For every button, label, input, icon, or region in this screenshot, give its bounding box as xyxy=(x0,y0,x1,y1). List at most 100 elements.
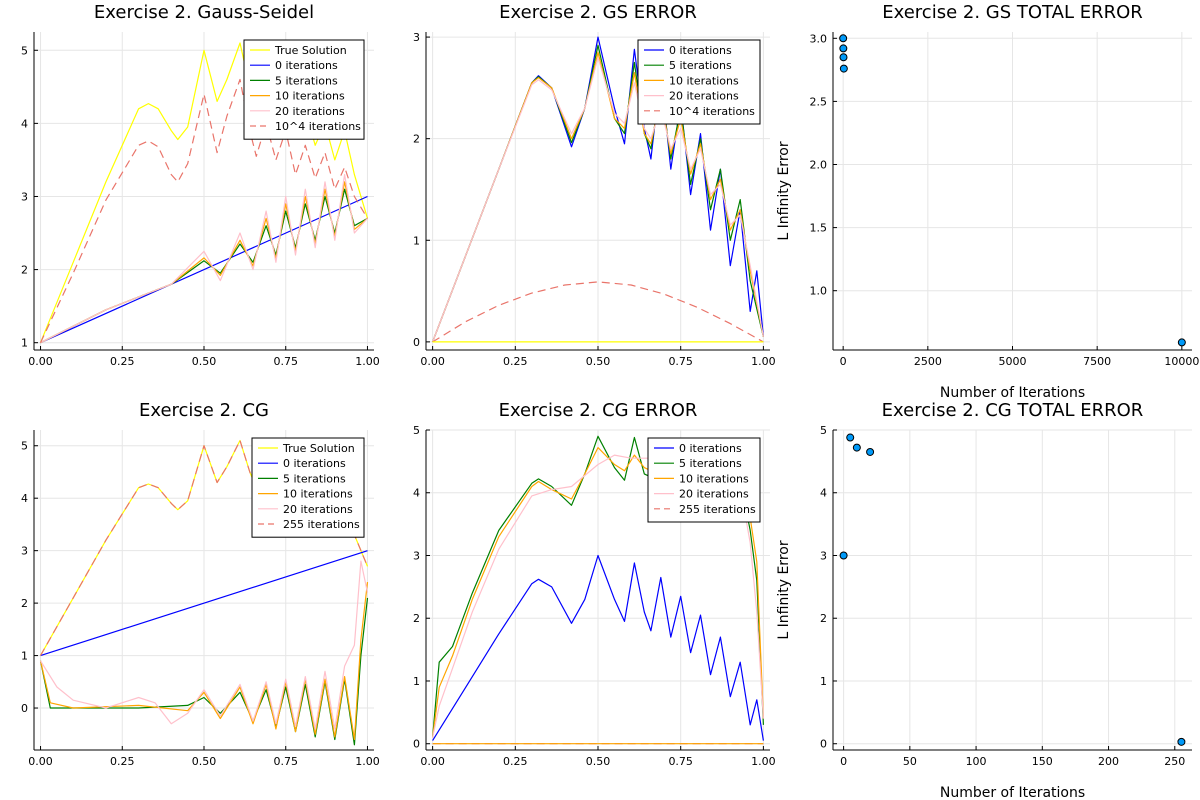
x-tick-label: 0.75 xyxy=(273,755,298,768)
x-tick-label: 0 xyxy=(840,355,847,368)
legend: True Solution 0 iterations 5 iterations 10 … xyxy=(243,39,365,140)
series-line-5 xyxy=(40,174,368,344)
panel-5: 0.00 0.25 0.50 0.75 1.00 0 1 2 3 4 5 Exercise 2. CG… xyxy=(413,400,776,768)
legend-label: 255 iterations xyxy=(679,503,756,516)
y-tick-label: 5 xyxy=(21,44,28,57)
data-point xyxy=(839,34,848,43)
y-tick-label: 5 xyxy=(21,440,28,453)
x-tick-label: 1.00 xyxy=(751,355,776,368)
x-tick-label: 2500 xyxy=(914,355,942,368)
x-tick-label: 1.00 xyxy=(355,355,380,368)
x-tick-label: 0.50 xyxy=(586,355,611,368)
x-tick-label: 7500 xyxy=(1083,355,1111,368)
y-axis-label: L Infinity Error xyxy=(776,141,792,240)
y-tick-label: 3 xyxy=(820,549,827,562)
y-tick-label: 2 xyxy=(820,612,827,625)
x-tick-label: 0.50 xyxy=(192,355,217,368)
x-tick-label: 1.00 xyxy=(751,755,776,768)
y-tick-label: 3 xyxy=(21,190,28,203)
x-tick-label: 0.00 xyxy=(420,755,445,768)
legend-label: 0 iterations xyxy=(283,457,346,470)
legend-label: True Solution xyxy=(282,442,355,455)
x-tick-label: 0.50 xyxy=(192,755,217,768)
y-tick-label: 4 xyxy=(820,487,827,500)
data-point xyxy=(839,44,848,53)
legend-label: 10 iterations xyxy=(669,74,739,87)
legend-label: True Solution xyxy=(274,44,347,57)
x-tick-label: 200 xyxy=(1098,755,1119,768)
x-axis-label: Number of Iterations xyxy=(940,385,1085,401)
legend-label: 10^4 iterations xyxy=(669,105,755,118)
legend-label: 5 iterations xyxy=(283,472,346,485)
x-tick-label: 100 xyxy=(966,755,987,768)
data-point xyxy=(1177,737,1186,746)
series-line-4 xyxy=(432,56,764,343)
panel-3: 0 2500 5000 7500 10000 1.0 1.5 2.0 2.5 3.0 Exercis… xyxy=(776,2,1199,401)
chart-title: Exercise 2. Gauss-Seidel xyxy=(94,2,314,23)
chart-title: Exercise 2. CG ERROR xyxy=(499,400,698,421)
panel-4: 0.00 0.25 0.50 0.75 1.00 0 1 2 3 4 5 Exercise 2. CG… xyxy=(21,400,380,768)
x-tick-label: 50 xyxy=(903,755,917,768)
legend-label: 255 iterations xyxy=(283,518,360,531)
y-tick-label: 4 xyxy=(413,487,420,500)
plot-area xyxy=(432,36,764,343)
chart-title: Exercise 2. GS TOTAL ERROR xyxy=(882,2,1143,23)
y-tick-label: 2 xyxy=(413,133,420,146)
series-line-5 xyxy=(432,281,764,343)
legend-label: 0 iterations xyxy=(275,59,338,72)
data-point xyxy=(839,64,848,73)
legend: 0 iterations 5 iterations 10 iterations 20 … xyxy=(647,437,761,523)
legend-label: 20 iterations xyxy=(669,90,739,103)
y-tick-label: 3 xyxy=(21,545,28,558)
legend-label: 5 iterations xyxy=(669,59,732,72)
chart-title: Exercise 2. CG xyxy=(139,400,269,421)
y-tick-label: 0 xyxy=(820,738,827,751)
x-tick-label: 0.25 xyxy=(503,355,528,368)
series-line-3 xyxy=(432,51,764,343)
x-tick-label: 10000 xyxy=(1164,355,1199,368)
panel-6: 0 50 100 150 200 250 0 1 2 3 4 5 Exercise 2. CG TOTA… xyxy=(776,400,1192,800)
legend-label: 20 iterations xyxy=(283,503,353,516)
x-tick-label: 0.00 xyxy=(28,755,53,768)
data-point xyxy=(839,53,848,62)
panel-1: 0.00 0.25 0.50 0.75 1.00 1 2 3 4 5 Exercise 2. Gau… xyxy=(21,2,380,368)
y-axis-label: L Infinity Error xyxy=(776,540,792,639)
y-tick-label: 3.0 xyxy=(810,32,828,45)
y-tick-label: 2.0 xyxy=(810,159,828,172)
x-tick-label: 0.50 xyxy=(586,755,611,768)
legend-label: 10^4 iterations xyxy=(275,120,361,133)
legend: 0 iterations 5 iterations 10 iterations 20 … xyxy=(637,39,761,125)
legend-label: 5 iterations xyxy=(679,457,742,470)
y-tick-label: 0 xyxy=(21,702,28,715)
x-tick-label: 5000 xyxy=(999,355,1027,368)
y-tick-label: 1 xyxy=(820,675,827,688)
series-line-2 xyxy=(40,195,368,344)
y-tick-label: 0 xyxy=(413,738,420,751)
legend-box xyxy=(647,437,761,523)
data-point xyxy=(839,551,848,560)
y-tick-label: 2 xyxy=(21,264,28,277)
series-line-1 xyxy=(432,554,764,741)
series-line-4 xyxy=(39,582,369,741)
data-point xyxy=(852,443,861,452)
x-tick-label: 250 xyxy=(1164,755,1185,768)
legend-label: 0 iterations xyxy=(679,442,742,455)
panel-2: 0.00 0.25 0.50 0.75 1.00 0 1 2 3 Exercise 2. GS E… xyxy=(413,2,776,368)
data-point xyxy=(1177,338,1186,347)
legend-label: 5 iterations xyxy=(275,74,338,87)
legend-label: 10 iterations xyxy=(275,90,345,103)
legend-label: 10 iterations xyxy=(679,472,749,485)
series-line-5 xyxy=(39,560,369,730)
x-tick-label: 0.75 xyxy=(273,355,298,368)
y-tick-label: 4 xyxy=(21,492,28,505)
y-tick-label: 5 xyxy=(413,424,420,437)
series-line-1 xyxy=(432,36,764,343)
y-tick-label: 2 xyxy=(21,597,28,610)
y-tick-label: 3 xyxy=(413,31,420,44)
legend-box xyxy=(251,437,365,538)
x-tick-label: 0.00 xyxy=(28,355,53,368)
y-tick-label: 1 xyxy=(21,650,28,663)
x-axis-label: Number of Iterations xyxy=(940,785,1085,800)
y-tick-label: 4 xyxy=(21,117,28,130)
